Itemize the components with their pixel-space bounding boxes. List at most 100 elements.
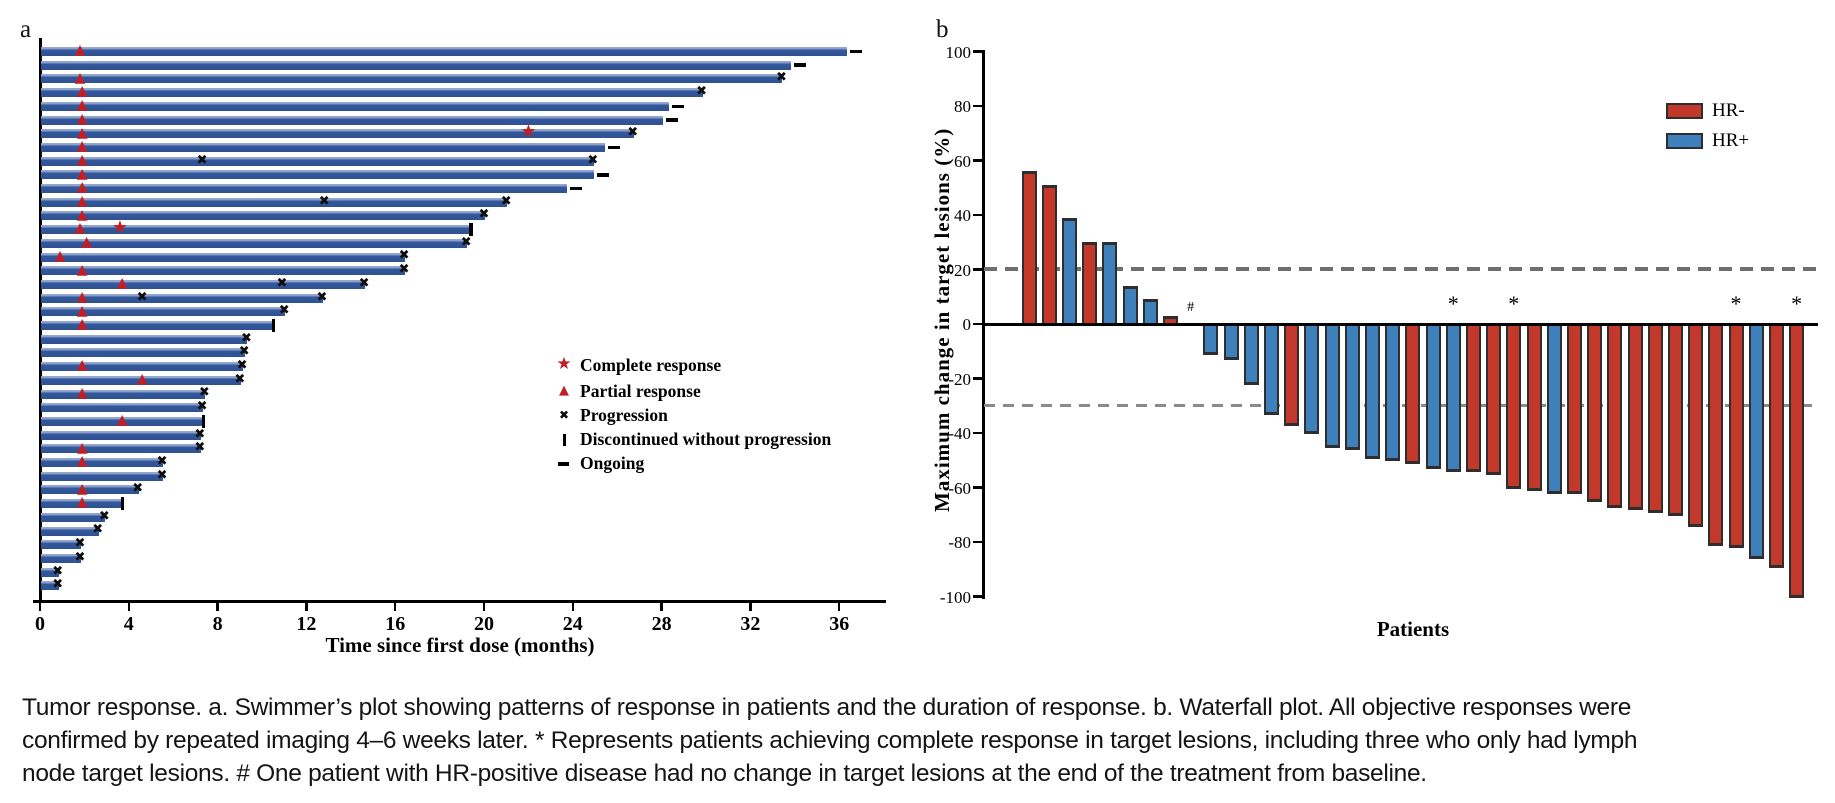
- waterfall-bar: [1748, 325, 1764, 560]
- progression-x-icon: ✖: [238, 344, 250, 360]
- swimmer-bar: [41, 129, 634, 139]
- progression-x-icon: ✖: [234, 371, 246, 387]
- y-tick-mark: [973, 540, 982, 544]
- swimmer-bar: [41, 499, 121, 509]
- partial-response-triangle-icon: ▲: [74, 220, 86, 237]
- y-tick-label: 60: [954, 151, 971, 171]
- x-tick-label: 8: [212, 613, 223, 635]
- waterfall-bar: [1223, 325, 1239, 361]
- x-tick-label: 24: [562, 613, 583, 635]
- partial-response-triangle-icon: ▲: [76, 83, 88, 100]
- partial-response-triangle-icon: ▲: [76, 110, 88, 127]
- waterfall-plus20-reference-line: [984, 267, 1816, 271]
- progression-x-icon: ✖: [194, 426, 206, 442]
- x-tick-mark: [749, 603, 752, 611]
- progression-x-icon: ✖: [132, 481, 144, 497]
- discontinued-bar-icon: [469, 223, 473, 237]
- partial-response-triangle-icon: ▲: [76, 316, 88, 333]
- swimmer-bar: [41, 512, 106, 522]
- ongoing-dash-icon: [849, 49, 862, 54]
- y-tick-label: -100: [939, 587, 971, 607]
- x-tick-mark: [837, 603, 841, 611]
- partial-response-triangle-icon: ▲: [81, 234, 92, 251]
- partial-response-triangle-icon: ▲: [76, 165, 88, 182]
- ongoing-dash-icon: [672, 104, 685, 109]
- partial-response-triangle-icon: ▲: [76, 193, 88, 210]
- swimmer-bar: [41, 389, 206, 399]
- x-tick-mark: [393, 603, 397, 611]
- waterfall-bar: [1324, 325, 1340, 448]
- swimmer-x-axis-title: Time since first dose (months): [325, 633, 595, 657]
- swimmer-bar: [41, 321, 272, 330]
- y-tick-label: -80: [948, 533, 971, 552]
- progression-x-icon: ✖: [500, 193, 512, 209]
- waterfall-bar: [1506, 325, 1522, 489]
- waterfall-zero-line: [982, 322, 1818, 326]
- swimmer-bar: [41, 293, 323, 303]
- swimmer-bar: [41, 348, 246, 358]
- x-tick-label: 0: [35, 613, 45, 635]
- x-tick-label: 16: [385, 613, 406, 635]
- swimmer-bar: [41, 526, 99, 536]
- ongoing-dash-icon: [607, 145, 620, 150]
- y-tick-label: 40: [954, 206, 971, 225]
- y-tick-mark: [973, 50, 982, 53]
- legend-item-label: Discontinued without progression: [580, 429, 832, 449]
- waterfall-bar: [1445, 325, 1461, 473]
- partial-response-triangle-icon: ▲: [76, 302, 88, 319]
- swimmer-bar: [41, 279, 366, 289]
- ongoing-dash-icon: [596, 173, 609, 177]
- partial-response-triangle-icon: ▲: [136, 371, 148, 388]
- waterfall-bar: [1667, 325, 1683, 516]
- swimmer-bar: [41, 47, 847, 56]
- swimmer-bar: [41, 375, 241, 385]
- legend-item-label: Partial response: [580, 381, 701, 401]
- progression-x-icon: ✖: [156, 467, 168, 483]
- progression-x-icon: ✖: [478, 207, 490, 223]
- y-tick-mark: [973, 213, 982, 217]
- waterfall-bar: [1627, 325, 1643, 511]
- partial-response-triangle-icon: ▲: [76, 480, 88, 497]
- x-tick-mark: [660, 603, 663, 611]
- waterfall-bar: [1688, 325, 1704, 527]
- waterfall-bar: [1142, 299, 1158, 324]
- progression-x-icon: ✖: [196, 399, 208, 415]
- progression-x-icon: ✖: [92, 522, 104, 538]
- partial-response-triangle-icon: ▲: [76, 124, 88, 141]
- waterfall-bar: [1344, 325, 1360, 451]
- panel-a-label: a: [20, 16, 32, 43]
- partial-response-triangle-icon: ▲: [76, 357, 88, 374]
- progression-x-icon: ✖: [52, 563, 64, 579]
- caption-line-3: node target lesions. # One patient with …: [22, 760, 1427, 787]
- swimmer-bar: [41, 74, 783, 84]
- waterfall-bar: [1708, 325, 1724, 546]
- panel-b-label: b: [936, 16, 949, 43]
- swimmer-bar: [41, 115, 663, 125]
- swimmer-bar: [41, 184, 568, 193]
- y-tick-mark: [973, 322, 982, 326]
- waterfall-bar: [1021, 171, 1037, 324]
- partial-response-triangle-icon: ▲: [76, 97, 88, 114]
- partial-response-triangle-icon: ▲: [76, 288, 88, 305]
- swimmer-bar: [41, 567, 59, 577]
- waterfall-bar: [1546, 325, 1562, 494]
- waterfall-bar: [1405, 325, 1421, 464]
- legend-item-label: Complete response: [580, 355, 722, 375]
- waterfall-bar: [1304, 325, 1320, 434]
- y-tick-mark: [973, 595, 982, 598]
- hr-negative-swatch-icon: [1666, 103, 1703, 119]
- progression-x-icon: ✖: [136, 289, 148, 305]
- waterfall-bar: [1122, 285, 1138, 324]
- partial-response-triangle-icon: ▲: [76, 384, 88, 401]
- progression-x-icon: ✖: [460, 234, 472, 250]
- waterfall-bar: [1385, 325, 1401, 462]
- waterfall-bar: [1587, 325, 1603, 503]
- waterfall-bar: [1768, 325, 1784, 568]
- progression-x-icon: ✖: [74, 549, 86, 565]
- partial-response-triangle-icon: ▲: [76, 494, 88, 511]
- ongoing-dash-icon: [570, 186, 583, 191]
- waterfall-bar: [1728, 325, 1744, 549]
- x-tick-label: 32: [740, 613, 761, 635]
- partial-response-triangle-icon: ▲: [76, 179, 88, 196]
- swimmer-bar: [41, 88, 703, 98]
